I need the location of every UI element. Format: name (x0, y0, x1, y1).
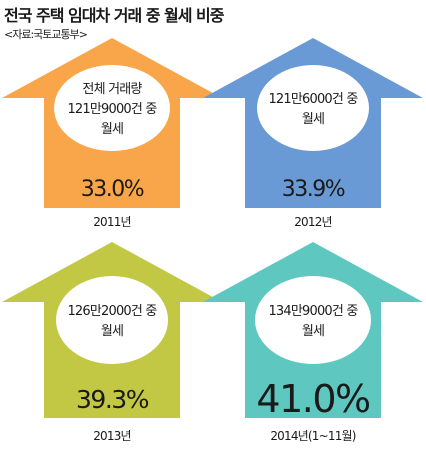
source-note: <자료:국토교통부> (4, 28, 88, 41)
bubble-text-2-1: 121만6000건 중 (268, 92, 358, 107)
label-bubble-2 (257, 65, 369, 151)
value-label-2: 33.9% (282, 177, 345, 202)
bubble-text-4-1: 134만9000건 중 (268, 304, 358, 319)
value-label-3: 39.3% (76, 385, 149, 414)
bubble-text-1-1: 전체 거래량 (82, 82, 142, 97)
bubble-text-1-3: 월세 (101, 122, 123, 137)
arrow-panel-3: 126만2000건 중월세 39.3% 2013년 (2, 242, 222, 443)
label-bubble-1 (54, 65, 170, 151)
year-label-3: 2013년 (93, 429, 131, 443)
value-label-1: 33.0% (81, 177, 144, 202)
label-bubble-4 (255, 276, 371, 364)
arrow-panel-1: 전체 거래량 121만9000건 중월세 33.0% 2011년 (2, 38, 222, 229)
label-bubble-3 (56, 276, 168, 364)
chart-title: 전국 주택 임대차 거래 중 월세 비중 (4, 6, 225, 25)
arrow-panel-4: 134만9000건 중월세 41.0% 2014년(1~11월) (203, 242, 423, 443)
bubble-text-3-1: 126만2000건 중 (67, 304, 157, 319)
bubble-text-2-2: 월세 (302, 112, 324, 127)
value-label-4: 41.0% (256, 377, 370, 421)
bubble-text-3-2: 월세 (101, 324, 123, 339)
bubble-text-1-2: 121만9000건 중 (67, 102, 157, 117)
arrow-panel-2: 121만6000건 중월세 33.9% 2012년 (203, 38, 423, 229)
bubble-text-4-2: 월세 (302, 324, 324, 339)
year-label-1: 2011년 (93, 215, 131, 229)
year-label-4: 2014년(1~11월) (270, 429, 355, 443)
year-label-2: 2012년 (294, 215, 332, 229)
